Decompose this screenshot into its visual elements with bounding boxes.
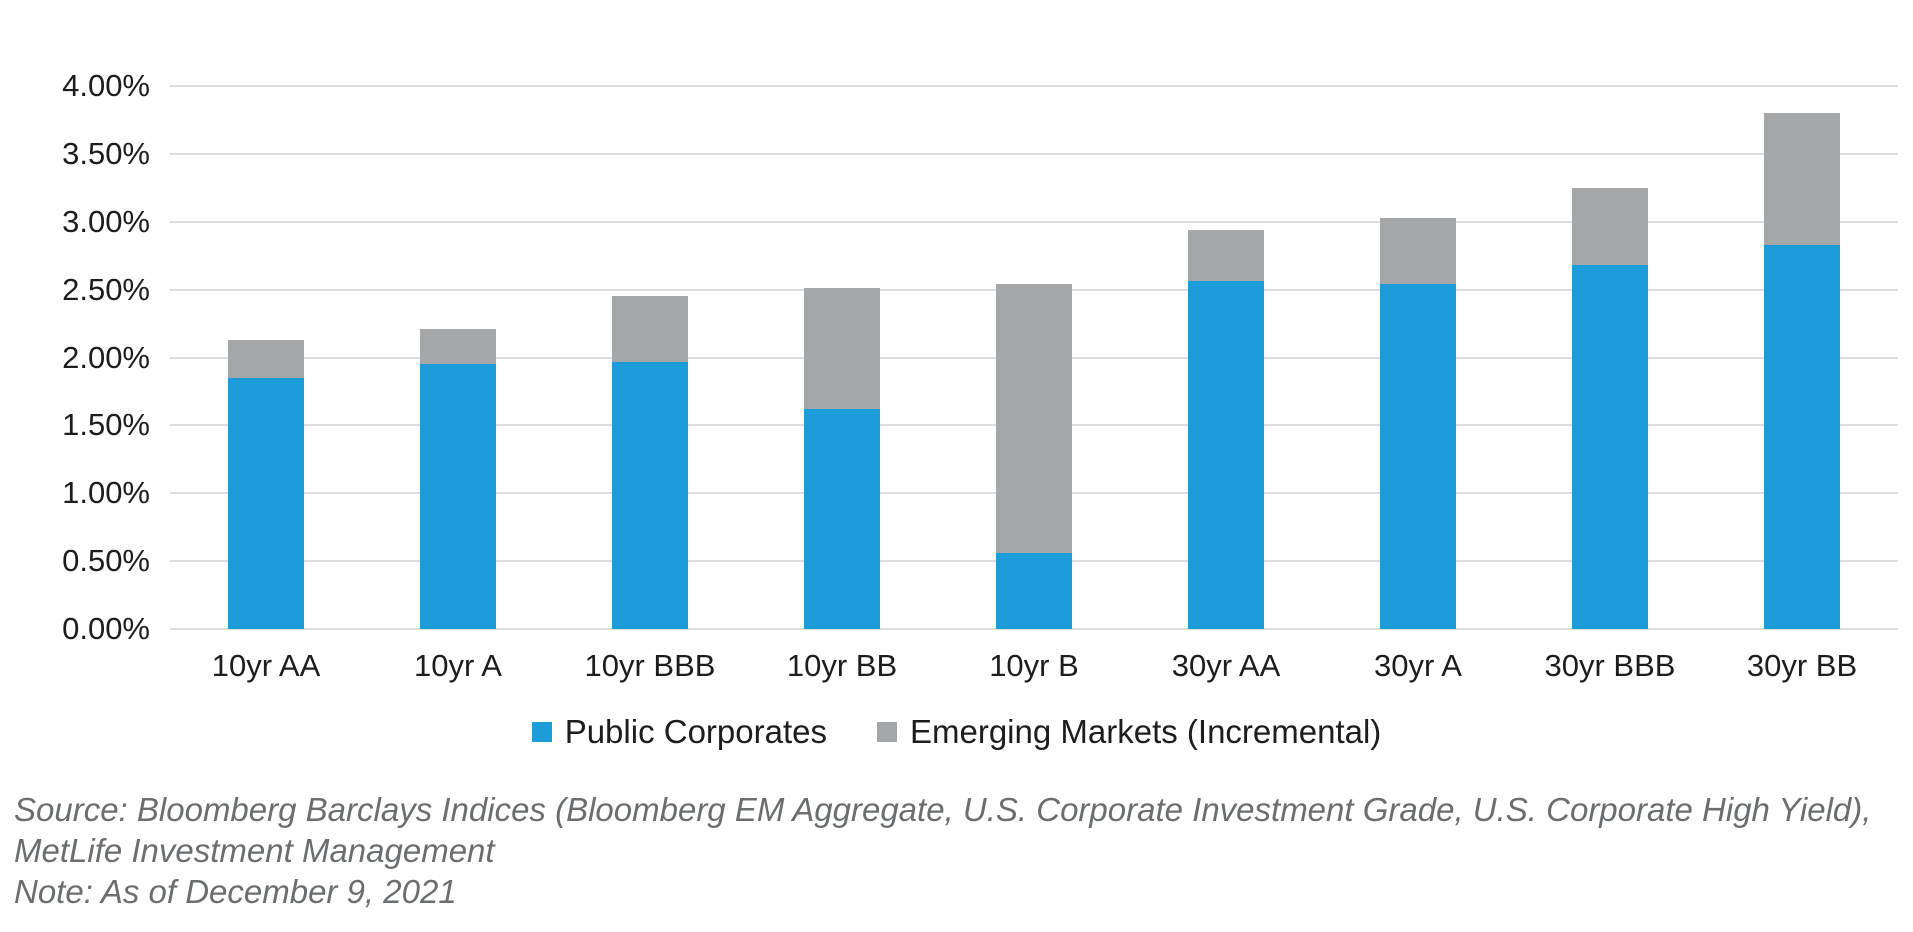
y-tick-label: 1.00%: [62, 475, 150, 511]
x-tick-label-10yr-b: 10yr B: [989, 648, 1079, 683]
bar-slot-30yr-bbb: [1514, 86, 1706, 629]
stacked-bar-10yr-a: [420, 86, 496, 629]
legend-swatch-icon: [531, 722, 552, 742]
bars-container: [170, 86, 1898, 629]
source-line-1: Source: Bloomberg Barclays Indices (Bloo…: [14, 791, 1872, 828]
gridline: [170, 628, 1898, 630]
y-tick-label: 1.50%: [62, 407, 150, 443]
x-tick-label-30yr-bbb: 30yr BBB: [1544, 648, 1676, 683]
bar-segment-emerging-markets-incremental-30yr-a: [1380, 217, 1456, 285]
stacked-bar-30yr-bb: [1764, 86, 1840, 629]
x-tick-label-30yr-bb: 30yr BB: [1746, 648, 1858, 683]
bar-segment-public-corporates-30yr-bb: [1764, 244, 1840, 629]
x-axis: 10yr AA 10yr A 10yr BBB 10yr BB 10yr B 30yr A…: [170, 648, 1898, 684]
bar-segment-public-corporates-10yr-b: [996, 552, 1072, 629]
bar-slot-30yr-aa: [1130, 86, 1322, 629]
y-tick-label: 2.00%: [62, 339, 150, 375]
bar-segment-public-corporates-10yr-bb: [804, 409, 880, 629]
x-tick-label-30yr-a: 30yr A: [1374, 648, 1462, 683]
bar-segment-public-corporates-30yr-bbb: [1572, 265, 1648, 629]
legend: Public Corporates Emerging Markets (Incre…: [0, 713, 1913, 751]
bar-slot-30yr-bb: [1706, 86, 1898, 629]
x-tick-label-30yr-aa: 30yr AA: [1171, 648, 1281, 683]
y-tick-label: 0.00%: [62, 611, 150, 646]
note-line: Note: As of December 9, 2021: [14, 873, 457, 910]
legend-label: Emerging Markets (Incremental): [909, 713, 1382, 750]
gridline: [170, 85, 1898, 87]
gridline: [170, 220, 1898, 223]
bar-segment-emerging-markets-incremental-10yr-bb: [804, 288, 880, 410]
y-tick-label: 3.50%: [62, 135, 150, 171]
x-tick-label-10yr-bbb: 10yr BBB: [584, 648, 716, 683]
bar-segment-emerging-markets-incremental-10yr-bbb: [612, 296, 688, 362]
legend-item-emerging-markets-incremental: Emerging Markets (Incremental): [876, 713, 1382, 751]
x-tick-label-10yr-aa: 10yr AA: [211, 648, 321, 683]
y-axis: 0.00% 0.50% 1.00% 1.50% 2.00% 2.50% 3.00% 3.50%…: [0, 68, 150, 646]
bar-segment-emerging-markets-incremental-10yr-a: [420, 329, 496, 365]
stacked-bar-30yr-aa: [1188, 86, 1264, 629]
legend-swatch-icon: [876, 722, 897, 742]
stacked-bar-10yr-b: [996, 86, 1072, 629]
bar-segment-public-corporates-10yr-a: [420, 364, 496, 629]
bar-segment-public-corporates-10yr-aa: [228, 377, 304, 629]
bar-slot-10yr-aa: [170, 86, 362, 629]
bar-segment-public-corporates-30yr-aa: [1188, 281, 1264, 629]
x-tick-label-10yr-bb: 10yr BB: [786, 648, 898, 683]
gridline: [170, 152, 1898, 155]
bar-segment-emerging-markets-incremental-10yr-aa: [228, 339, 304, 378]
legend-label: Public Corporates: [564, 713, 827, 750]
y-tick-label: 3.00%: [62, 203, 150, 239]
bar-segment-public-corporates-10yr-bbb: [612, 361, 688, 629]
stacked-bar-10yr-bb: [804, 86, 880, 629]
source-line-2: MetLife Investment Management: [14, 832, 495, 869]
bar-segment-emerging-markets-incremental-30yr-aa: [1188, 229, 1264, 282]
stacked-bar-30yr-a: [1380, 86, 1456, 629]
stacked-bar-10yr-bbb: [612, 86, 688, 629]
bar-segment-emerging-markets-incremental-30yr-bbb: [1572, 187, 1648, 266]
bar-slot-10yr-bb: [746, 86, 938, 629]
source-note: Source: Bloomberg Barclays Indices (Bloo…: [14, 789, 1904, 912]
bar-slot-10yr-a: [362, 86, 554, 629]
x-tick-label-10yr-a: 10yr A: [414, 648, 502, 683]
bar-segment-emerging-markets-incremental-10yr-b: [996, 284, 1072, 553]
bar-segment-emerging-markets-incremental-30yr-bb: [1764, 113, 1840, 245]
bar-segment-public-corporates-30yr-a: [1380, 284, 1456, 629]
plot-area: [170, 85, 1898, 630]
bar-slot-10yr-b: [938, 86, 1130, 629]
bar-slot-30yr-a: [1322, 86, 1514, 629]
y-tick-label: 0.50%: [62, 543, 150, 579]
bar-slot-10yr-bbb: [554, 86, 746, 629]
legend-item-public-corporates: Public Corporates: [531, 713, 827, 751]
y-tick-label: 4.00%: [62, 68, 150, 103]
stacked-bar-30yr-bbb: [1572, 86, 1648, 629]
y-tick-label: 2.50%: [62, 271, 150, 307]
stacked-bar-10yr-aa: [228, 86, 304, 629]
